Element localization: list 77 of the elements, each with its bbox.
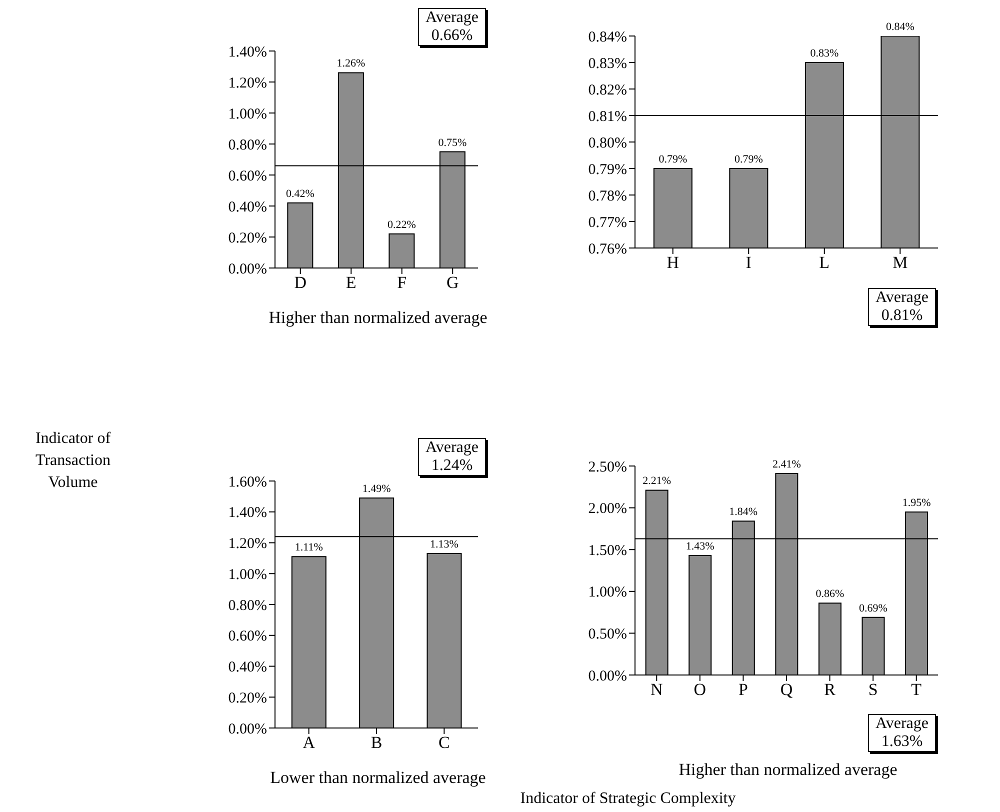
data-label: 1.13% xyxy=(430,538,458,551)
ref-line-label: Average 1.63% xyxy=(868,714,936,752)
data-label: 1.43% xyxy=(686,540,714,552)
x-tick-label: R xyxy=(824,680,836,700)
data-label: 0.75% xyxy=(438,136,467,149)
data-label: 2.41% xyxy=(772,458,801,471)
y-tick-label: 1.40% xyxy=(228,505,267,522)
y-tick-label: 0.60% xyxy=(228,628,267,645)
y-tick-label: 0.76% xyxy=(588,241,627,258)
data-label: 0.86% xyxy=(816,588,844,600)
y-tick-label: 0.80% xyxy=(588,135,627,152)
x-tick-label: A xyxy=(302,733,316,752)
data-label: 0.69% xyxy=(859,602,888,614)
y-tick-label: 0.83% xyxy=(588,56,627,72)
x-tick-label: H xyxy=(666,253,680,272)
data-label: 0.22% xyxy=(387,218,416,231)
y-tick-label: 0.20% xyxy=(228,230,267,246)
x-tick-label: G xyxy=(446,273,459,292)
y-tick-label: 2.50% xyxy=(588,459,627,476)
y-tick-label: 1.40% xyxy=(228,44,267,60)
text: Indicator of Transaction Volume xyxy=(34,429,112,493)
text: Indicator of Strategic Complexity xyxy=(519,789,737,809)
y-tick-label: 0.40% xyxy=(228,660,267,676)
x-tick-label: L xyxy=(819,253,830,272)
data-label: 1.26% xyxy=(336,58,366,70)
y-tick-label: 0.20% xyxy=(228,690,267,706)
y-tick-label: 0.84% xyxy=(588,29,627,46)
data-label: 1.84% xyxy=(729,506,758,518)
x-tick-label: S xyxy=(868,680,878,700)
x-tick-label: D xyxy=(294,273,307,292)
y-tick-label: 0.81% xyxy=(588,108,627,125)
x-axis-title: Lower than normalized average xyxy=(269,768,487,788)
ref-line-label: Average 0.81% xyxy=(868,288,936,326)
x-tick-label: O xyxy=(694,680,706,700)
data-label: 0.83% xyxy=(810,48,839,60)
y-tick-label: 1.00% xyxy=(588,584,627,601)
y-tick-label: 1.00% xyxy=(228,106,267,122)
y-tick-label: 0.00% xyxy=(228,721,267,738)
y-tick-label: 0.60% xyxy=(228,168,267,184)
data-label: 0.79% xyxy=(658,154,688,166)
x-tick-label: Q xyxy=(780,680,793,700)
y-tick-label: 0.00% xyxy=(228,261,267,278)
x-tick-label: E xyxy=(346,273,356,292)
x-tick-label: N xyxy=(650,680,663,700)
y-tick-label: 1.50% xyxy=(588,542,627,559)
y-tick-label: 0.80% xyxy=(228,137,267,154)
x-axis-title: Higher than normalized average xyxy=(678,760,898,780)
y-tick-label: 1.00% xyxy=(228,566,267,583)
y-tick-label: 1.20% xyxy=(228,536,267,552)
y-tick-label: 1.20% xyxy=(228,75,267,92)
y-tick-label: 0.78% xyxy=(588,188,627,204)
y-tick-label: 1.60% xyxy=(228,474,267,490)
x-tick-label: C xyxy=(438,733,450,752)
y-tick-label: 0.40% xyxy=(228,199,267,216)
y-tick-label: 0.50% xyxy=(588,626,627,643)
y-tick-label: 0.80% xyxy=(228,598,267,614)
y-tick-label: 0.79% xyxy=(588,162,627,178)
data-label: 1.95% xyxy=(902,496,931,509)
x-tick-label: B xyxy=(370,733,382,752)
data-label: 2.21% xyxy=(642,475,672,488)
x-tick-label: T xyxy=(911,680,922,700)
y-tick-label: 0.00% xyxy=(588,668,627,684)
y-tick-label: 2.00% xyxy=(588,501,627,518)
x-axis-title: Higher than normalized average xyxy=(268,308,488,328)
data-label: 0.42% xyxy=(286,188,314,200)
data-label: 0.79% xyxy=(734,154,763,166)
x-tick-label: P xyxy=(738,680,748,700)
x-tick-label: I xyxy=(746,253,752,272)
ref-line-label: Average 0.66% xyxy=(418,8,486,46)
data-label: 1.11% xyxy=(294,542,323,554)
data-label: 0.84% xyxy=(886,21,914,33)
ref-line-label: Average 1.24% xyxy=(418,438,486,476)
y-tick-label: 0.82% xyxy=(588,82,627,98)
x-tick-label: M xyxy=(892,253,908,272)
y-tick-label: 0.77% xyxy=(588,214,627,231)
data-label: 1.49% xyxy=(362,482,391,495)
x-tick-label: F xyxy=(397,273,407,292)
